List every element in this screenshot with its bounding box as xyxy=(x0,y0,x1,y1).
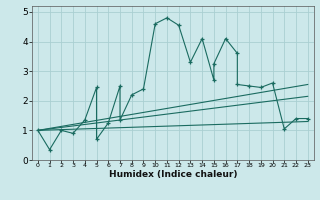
X-axis label: Humidex (Indice chaleur): Humidex (Indice chaleur) xyxy=(108,170,237,179)
